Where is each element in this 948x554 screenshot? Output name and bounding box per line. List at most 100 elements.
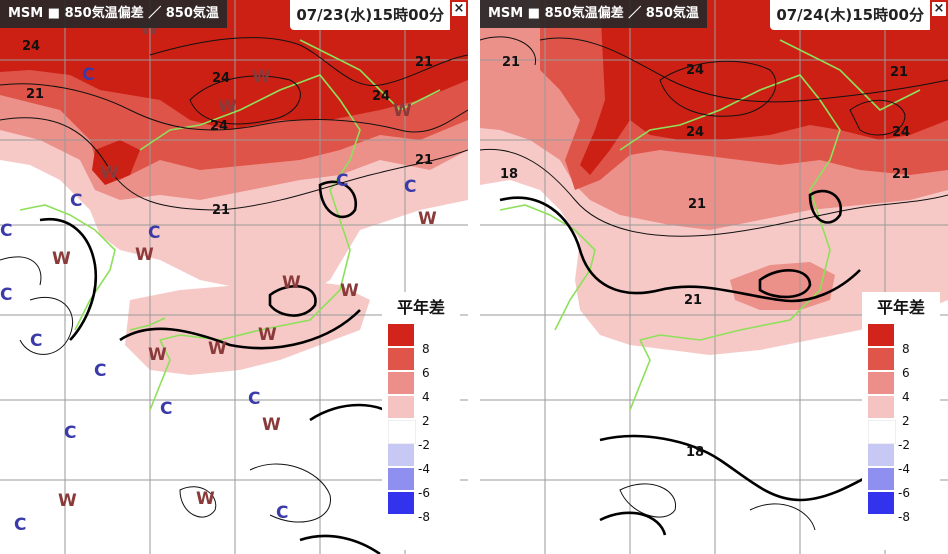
cold-marker-c: C <box>82 65 94 85</box>
cold-marker-c: C <box>64 423 76 443</box>
contour-label: 21 <box>890 65 908 80</box>
panel-divider <box>468 0 480 554</box>
cold-marker-c: C <box>0 285 12 305</box>
legend-swatch <box>868 324 894 346</box>
map-title-bar: MSM ■ 850気温偏差 ／ 850気温 <box>0 0 227 28</box>
legend-label: -8 <box>418 510 430 524</box>
legend-swatch <box>388 396 414 418</box>
contour-label: 24 <box>212 71 230 86</box>
contour-label: 21 <box>415 55 433 70</box>
warm-marker-w: W <box>418 209 437 229</box>
contour-label: 18 <box>686 445 704 460</box>
contour-label: 21 <box>502 55 520 70</box>
map-title: MSM ■ 850気温偏差 ／ 850気温 <box>488 6 699 21</box>
legend-label: 6 <box>422 366 430 380</box>
forecast-time-label: 07/23(水)15時00分 <box>296 6 444 24</box>
legend-swatch <box>868 492 894 514</box>
legend-title: 平年差 <box>396 298 445 317</box>
cold-marker-c: C <box>30 331 42 351</box>
warm-marker-w: W <box>252 67 271 87</box>
legend-swatch <box>868 420 896 444</box>
legend-swatch <box>388 468 414 490</box>
legend-label: -2 <box>898 438 910 452</box>
close-button[interactable]: × <box>932 1 946 16</box>
cold-marker-c: C <box>94 361 106 381</box>
legend-swatch <box>868 348 894 370</box>
map-title: MSM ■ 850気温偏差 ／ 850気温 <box>8 6 219 21</box>
legend-swatch <box>868 468 894 490</box>
legend-swatch <box>388 372 414 394</box>
grid-lines <box>0 0 468 554</box>
legend-swatch <box>388 444 414 466</box>
contour-label: 21 <box>684 293 702 308</box>
contour-label: 21 <box>212 203 230 218</box>
warm-marker-w: W <box>148 345 167 365</box>
cold-marker-c: C <box>14 515 26 535</box>
legend-swatch <box>388 420 416 444</box>
contour-label: 24 <box>686 63 704 78</box>
cold-marker-c: C <box>336 171 348 191</box>
warm-marker-w: W <box>218 97 237 117</box>
legend-label: 2 <box>422 414 430 428</box>
contour-label: 24 <box>210 119 228 134</box>
legend-label: -8 <box>898 510 910 524</box>
legend-label: -6 <box>418 486 430 500</box>
legend-swatch <box>868 372 894 394</box>
map-panel-right[interactable]: 21 24 21 24 24 21 18 21 21 18 MSM ■ 850気… <box>480 0 948 554</box>
legend-swatch <box>868 444 894 466</box>
warm-marker-w: W <box>262 415 281 435</box>
forecast-time-label: 07/24(木)15時00分 <box>776 6 924 24</box>
map-panel-left[interactable]: 24 21 24 24 21 24 21 21 W W W W W W W W … <box>0 0 468 554</box>
warm-marker-w: W <box>282 273 301 293</box>
legend-swatch <box>868 396 894 418</box>
contour-lines <box>0 37 468 523</box>
legend-label: 4 <box>902 390 910 404</box>
contour-label: 21 <box>26 87 44 102</box>
legend-label: 2 <box>902 414 910 428</box>
temperature-anomaly-map-right: 21 24 21 24 24 21 18 21 21 18 <box>480 0 948 554</box>
map-title-bar: MSM ■ 850気温偏差 ／ 850気温 <box>480 0 707 28</box>
warm-marker-w: W <box>258 325 277 345</box>
contour-label: 24 <box>686 125 704 140</box>
legend-label: 8 <box>902 342 910 356</box>
anomaly-legend: 平年差 8 6 4 2 -2 -4 -6 -8 <box>382 292 460 550</box>
anomaly-area-8b <box>92 140 140 185</box>
legend-label: -2 <box>418 438 430 452</box>
contour-label: 24 <box>892 125 910 140</box>
legend-label: -4 <box>898 462 910 476</box>
legend-label: 6 <box>902 366 910 380</box>
cold-marker-c: C <box>0 221 12 241</box>
warm-marker-w: W <box>100 163 119 183</box>
cold-marker-c: C <box>404 177 416 197</box>
cold-marker-c: C <box>248 389 260 409</box>
forecast-time: 07/23(水)15時00分 <box>290 0 450 30</box>
contour-bold <box>499 189 881 536</box>
temperature-anomaly-map-left: 24 21 24 24 21 24 21 21 W W W W W W W W … <box>0 0 468 554</box>
legend-title: 平年差 <box>876 298 925 317</box>
cold-marker-c: C <box>148 223 160 243</box>
legend-swatch <box>388 492 414 514</box>
close-button[interactable]: × <box>452 1 466 16</box>
forecast-time: 07/24(木)15時00分 <box>770 0 930 30</box>
legend-label: -6 <box>898 486 910 500</box>
anomaly-area-2b <box>125 280 370 375</box>
contour-label: 24 <box>22 39 40 54</box>
warm-marker-w: W <box>58 491 77 511</box>
coastline <box>499 39 921 411</box>
contour-label: 24 <box>372 89 390 104</box>
warm-marker-w: W <box>196 489 215 509</box>
anomaly-area-8 <box>0 0 468 130</box>
warm-marker-w: W <box>208 339 227 359</box>
legend-label: -4 <box>418 462 430 476</box>
anomaly-legend: 平年差 8 6 4 2 -2 -4 -6 -8 <box>862 292 940 550</box>
contour-label: 18 <box>500 167 518 182</box>
contour-label: 21 <box>688 197 706 212</box>
legend-swatch <box>388 348 414 370</box>
warm-marker-w: W <box>52 249 71 269</box>
legend-label: 8 <box>422 342 430 356</box>
legend-swatch <box>388 324 414 346</box>
cold-marker-c: C <box>276 503 288 523</box>
cold-marker-c: C <box>70 191 82 211</box>
contour-label: 21 <box>415 153 433 168</box>
warm-marker-w: W <box>393 101 412 121</box>
